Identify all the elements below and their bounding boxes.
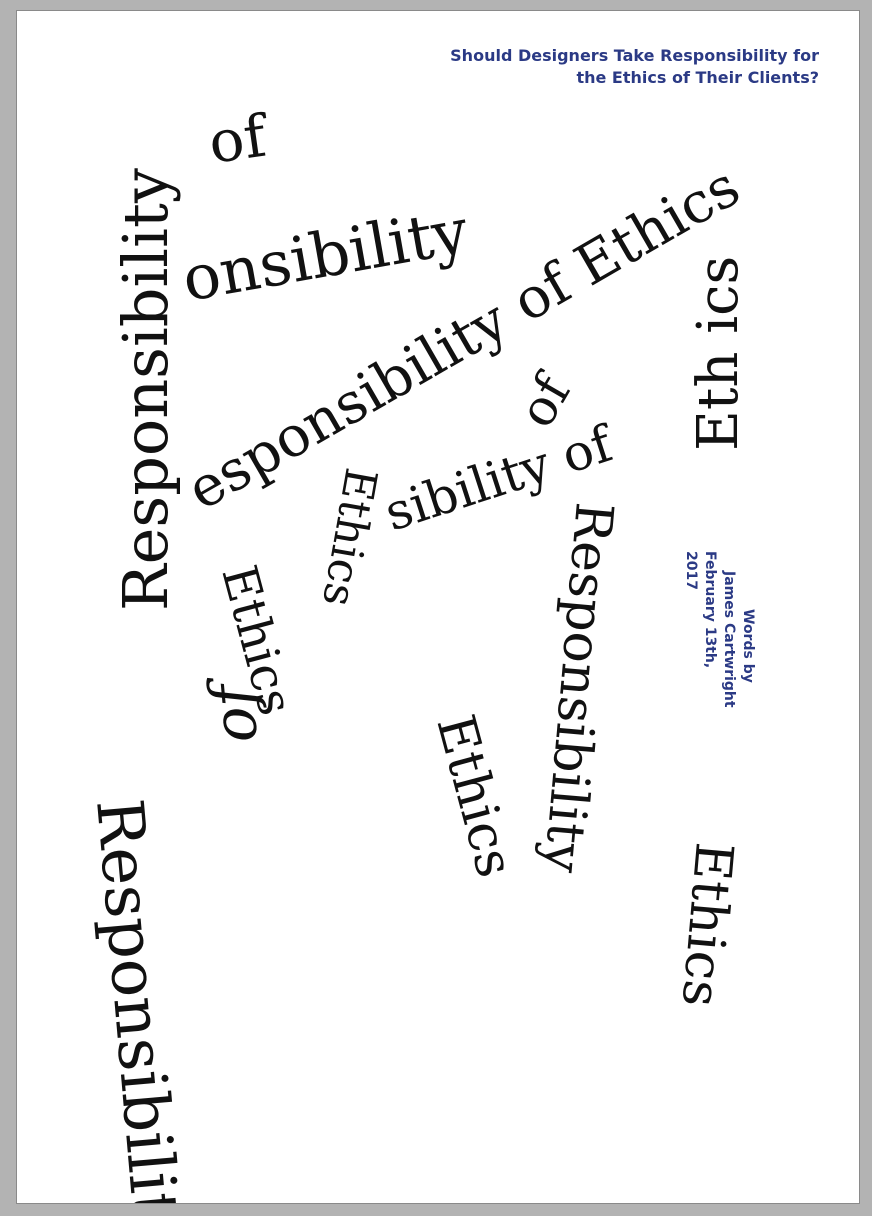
credit-words-by: Words by [740, 609, 756, 683]
credit-author: James Cartwright [721, 571, 737, 708]
title-line-2: the Ethics of Their Clients? [576, 68, 819, 87]
art-word-of-top: of [204, 101, 273, 177]
art-word-ethics-lower: Ethics [424, 709, 525, 884]
article-credit: Words by James Cartwright February 13th,… [683, 551, 757, 711]
credit-date: February 13th, 2017 [683, 551, 718, 669]
typographic-artwork: Responsibility of onsibility esponsibili… [81, 101, 751, 1204]
art-word-onsibility: onsibility [177, 194, 473, 316]
title-line-1: Should Designers Take Responsibility for [450, 46, 819, 65]
art-word-ethics-lower-right: Ethics [670, 840, 744, 1009]
article-title: Should Designers Take Responsibility for… [359, 45, 819, 89]
art-word-responsibility-bottom: Responsibility [81, 796, 195, 1204]
art-word-eth-ics-right: Eth ics [686, 256, 751, 451]
art-word-responsibility-vertical: Responsibility [109, 168, 182, 611]
poster-page: Should Designers Take Responsibility for… [16, 10, 860, 1204]
art-word-ethics-center: Ethics [312, 464, 386, 610]
art-word-responsibility-center: Responsibility [532, 500, 624, 876]
